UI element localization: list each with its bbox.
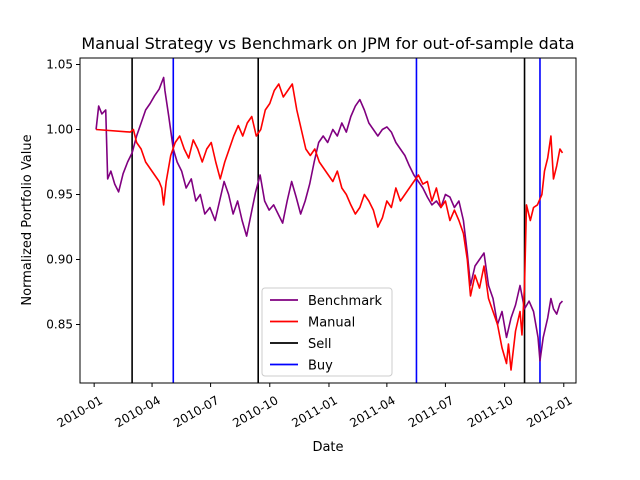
signal-lines xyxy=(131,58,541,383)
series-lines xyxy=(95,76,564,371)
legend-label-sell: Sell xyxy=(308,337,331,352)
legend-label-buy: Buy xyxy=(308,359,333,374)
legend-box xyxy=(261,287,393,377)
y-tick-label-4: 1.00 xyxy=(46,123,73,137)
plot-frame xyxy=(79,57,577,384)
legend: Benchmark Manual Sell Buy xyxy=(261,287,393,377)
y-axis: 0.85 0.90 0.95 1.00 1.05 xyxy=(46,58,80,332)
y-tick-label-2: 0.90 xyxy=(46,253,73,267)
y-tick-label-3: 0.95 xyxy=(46,188,73,202)
y-tick-label-5: 1.05 xyxy=(46,58,73,72)
chart-title: Manual Strategy vs Benchmark on JPM for … xyxy=(81,34,574,53)
y-tick-label-1: 0.85 xyxy=(46,318,73,332)
benchmark-series-line xyxy=(95,76,564,362)
x-axis-label: Date xyxy=(312,440,343,455)
manual-series-line xyxy=(96,83,564,371)
legend-label-manual: Manual xyxy=(308,316,355,331)
y-axis-label: Normalized Portfolio Value xyxy=(20,134,35,305)
legend-label-benchmark: Benchmark xyxy=(308,294,383,309)
